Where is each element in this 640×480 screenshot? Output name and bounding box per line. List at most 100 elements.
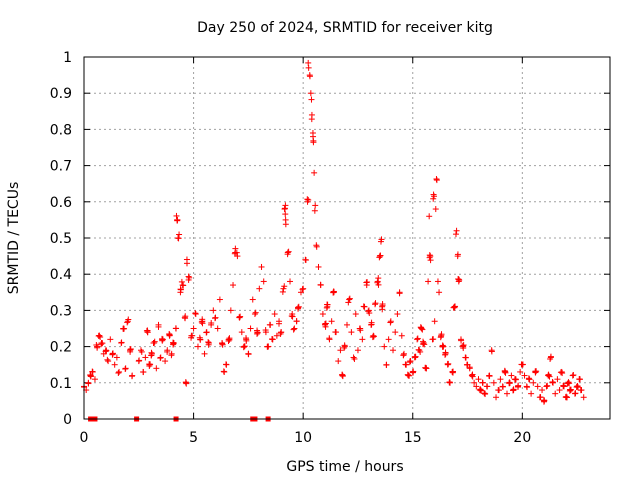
data-point bbox=[199, 320, 206, 327]
data-point bbox=[475, 376, 482, 383]
data-point bbox=[159, 336, 166, 343]
data-point bbox=[225, 338, 232, 345]
data-point bbox=[116, 368, 123, 375]
data-point bbox=[289, 313, 296, 320]
data-point bbox=[282, 221, 289, 228]
data-point bbox=[433, 175, 440, 182]
data-point bbox=[295, 304, 302, 311]
data-point bbox=[313, 243, 320, 250]
data-point bbox=[534, 383, 541, 390]
data-point bbox=[249, 296, 256, 303]
y-tick-label: 0.8 bbox=[50, 122, 72, 138]
data-point bbox=[405, 372, 412, 379]
data-point bbox=[176, 231, 183, 238]
data-point bbox=[105, 358, 112, 365]
data-point bbox=[572, 390, 579, 397]
data-point bbox=[222, 361, 229, 368]
data-point bbox=[510, 386, 517, 393]
data-point bbox=[379, 306, 386, 313]
data-point bbox=[315, 263, 322, 270]
data-point bbox=[104, 356, 111, 363]
data-point bbox=[515, 382, 522, 389]
data-point bbox=[277, 329, 284, 336]
data-point bbox=[445, 360, 452, 367]
data-point bbox=[414, 335, 421, 342]
data-point bbox=[299, 286, 306, 293]
data-point bbox=[226, 335, 233, 342]
data-point bbox=[319, 311, 326, 318]
data-point bbox=[201, 350, 208, 357]
y-tick-label: 1 bbox=[63, 50, 72, 66]
data-point bbox=[203, 329, 210, 336]
data-point bbox=[369, 334, 376, 341]
data-point bbox=[170, 339, 177, 346]
data-point bbox=[502, 368, 509, 375]
data-point bbox=[98, 341, 105, 348]
data-point bbox=[189, 332, 196, 339]
data-point bbox=[352, 311, 359, 318]
data-point bbox=[304, 196, 311, 203]
y-tick-label: 0.4 bbox=[50, 267, 72, 283]
data-point bbox=[136, 357, 143, 364]
x-tick-label: 5 bbox=[189, 430, 198, 446]
data-point bbox=[512, 376, 519, 383]
data-point bbox=[387, 319, 394, 326]
data-point bbox=[446, 379, 453, 386]
data-point bbox=[497, 376, 504, 383]
data-point bbox=[517, 368, 524, 375]
data-point bbox=[317, 281, 324, 288]
data-point bbox=[310, 139, 317, 146]
data-point bbox=[350, 354, 357, 361]
data-point bbox=[190, 325, 197, 332]
data-point bbox=[455, 276, 462, 283]
data-point bbox=[151, 338, 158, 345]
data-point bbox=[166, 332, 173, 339]
data-point bbox=[479, 379, 486, 386]
data-point bbox=[524, 384, 531, 391]
data-point bbox=[307, 90, 314, 97]
data-point bbox=[363, 279, 370, 286]
x-tick-label: 20 bbox=[513, 430, 531, 446]
data-point bbox=[544, 382, 551, 389]
data-point bbox=[554, 376, 561, 383]
data-point bbox=[174, 216, 181, 223]
data-point bbox=[420, 339, 427, 346]
data-point bbox=[573, 384, 580, 391]
data-point bbox=[254, 329, 261, 336]
data-point bbox=[96, 332, 103, 339]
data-point bbox=[567, 386, 574, 393]
data-point bbox=[205, 339, 212, 346]
data-point bbox=[330, 289, 337, 296]
data-point bbox=[192, 310, 199, 317]
data-point bbox=[238, 329, 245, 336]
y-tick-label: 0.7 bbox=[50, 159, 72, 175]
data-point bbox=[404, 371, 411, 378]
data-point bbox=[282, 211, 289, 218]
data-point bbox=[490, 379, 497, 386]
data-point bbox=[97, 334, 104, 341]
data-point bbox=[577, 387, 584, 394]
data-point bbox=[372, 301, 379, 308]
x-tick-label: 0 bbox=[80, 430, 89, 446]
data-point bbox=[256, 285, 263, 292]
data-point bbox=[379, 301, 386, 308]
data-point bbox=[287, 278, 294, 285]
data-point bbox=[345, 299, 352, 306]
data-point bbox=[425, 278, 432, 285]
data-point bbox=[528, 390, 535, 397]
chart-title: Day 250 of 2024, SRMTID for receiver kit… bbox=[197, 20, 493, 36]
data-point bbox=[109, 350, 116, 357]
data-point bbox=[510, 387, 517, 394]
data-point bbox=[311, 207, 318, 214]
data-point bbox=[234, 253, 241, 260]
data-point bbox=[183, 256, 190, 263]
data-point bbox=[91, 376, 98, 383]
data-point bbox=[254, 330, 261, 337]
data-point bbox=[260, 278, 267, 285]
data-point bbox=[300, 285, 307, 292]
data-point bbox=[422, 364, 429, 371]
data-point bbox=[258, 263, 265, 270]
data-point bbox=[107, 336, 114, 343]
data-point bbox=[560, 383, 567, 390]
